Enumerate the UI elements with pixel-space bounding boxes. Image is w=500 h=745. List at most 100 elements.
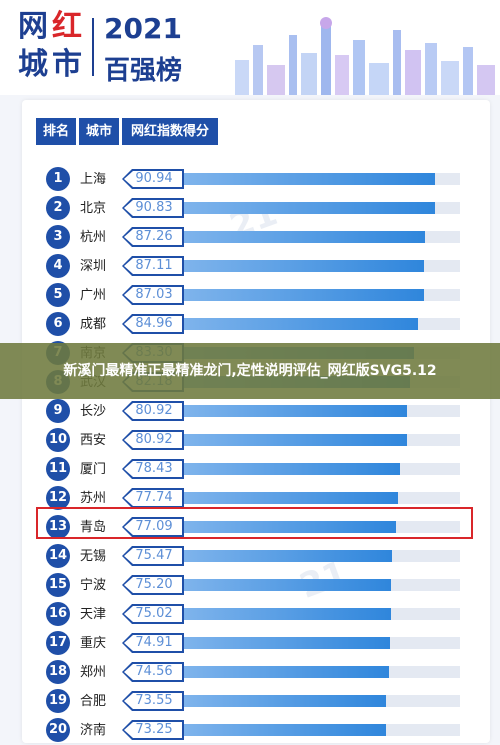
score-tag-inner (124, 722, 182, 738)
score-tag-inner (124, 200, 182, 216)
score-tag-inner (124, 490, 182, 506)
score-bar (182, 463, 400, 475)
city-label: 上海 (80, 172, 107, 187)
table-row: 20 济南 73.25 (0, 716, 500, 745)
score-tag-inner (124, 461, 182, 477)
score-value-label: 87.03 (135, 287, 173, 302)
city-label: 深圳 (80, 259, 107, 274)
score-tag-inner (124, 229, 182, 245)
score-bar (182, 666, 389, 678)
rank-badge: 12 (46, 486, 70, 510)
score-bar (182, 608, 391, 620)
city-label: 无锡 (80, 549, 107, 564)
city-label: 杭州 (80, 230, 107, 245)
score-value-label: 75.47 (135, 548, 173, 563)
rank-badge: 15 (46, 573, 70, 597)
score-bar (182, 434, 407, 446)
city-label: 郑州 (80, 665, 107, 680)
score-tag-inner (124, 432, 182, 448)
score-value-label: 77.09 (135, 519, 173, 534)
score-tag-inner (124, 635, 182, 651)
header: 网 红 城 市 2021 百强榜 (0, 0, 500, 95)
overlay-banner: 新溪门最精准正最精准龙门,定性说明评估_网红版SVG5.12 (0, 343, 500, 399)
rank-badge: 3 (46, 225, 70, 249)
score-tag-inner (124, 258, 182, 274)
rank-badge: 20 (46, 718, 70, 742)
table-row: 19 合肥 73.55 (0, 687, 500, 716)
score-tag-inner (124, 171, 182, 187)
city-label: 成都 (80, 317, 107, 332)
score-value-label: 77.74 (135, 490, 173, 505)
rank-badge: 16 (46, 602, 70, 626)
table-row: 1 上海 90.94 (0, 165, 500, 194)
column-header-city: 城市 (79, 118, 119, 145)
score-bar (182, 695, 386, 707)
highlight-box (36, 507, 473, 539)
score-value-label: 90.94 (135, 171, 173, 186)
table-row: 10 西安 80.92 (0, 426, 500, 455)
city-label: 重庆 (80, 636, 107, 651)
city-label: 青岛 (80, 520, 107, 535)
city-label: 广州 (80, 288, 107, 303)
score-tag-inner (124, 693, 182, 709)
logo-char: 市 (52, 47, 82, 82)
city-label: 苏州 (80, 491, 107, 506)
score-bar (182, 550, 392, 562)
rank-badge: 5 (46, 283, 70, 307)
score-bar (182, 260, 424, 272)
city-label: 宁波 (80, 578, 107, 593)
header-subtitle: 百强榜 (104, 56, 183, 86)
score-bar (182, 231, 425, 243)
city-skyline-illustration (235, 17, 495, 95)
table-row: 5 广州 87.03 (0, 281, 500, 310)
rank-badge: 4 (46, 254, 70, 278)
table-row: 16 天津 75.02 (0, 600, 500, 629)
score-bar (182, 492, 398, 504)
score-tag-inner (124, 664, 182, 680)
table-row: 6 成都 84.96 (0, 310, 500, 339)
city-label: 济南 (80, 723, 107, 738)
score-bar (182, 405, 407, 417)
score-tag-inner (124, 316, 182, 332)
score-value-label: 90.83 (135, 200, 173, 215)
table-row: 13 青岛 77.09 (0, 513, 500, 542)
score-bar (182, 318, 418, 330)
city-label: 北京 (80, 201, 107, 216)
score-bar (182, 202, 435, 214)
score-value-label: 84.96 (135, 316, 173, 331)
score-value-label: 74.56 (135, 664, 173, 679)
table-row: 2 北京 90.83 (0, 194, 500, 223)
column-header-score: 网红指数得分 (122, 118, 218, 145)
city-label: 天津 (80, 607, 107, 622)
table-row: 18 郑州 74.56 (0, 658, 500, 687)
table-row: 4 深圳 87.11 (0, 252, 500, 281)
table-row: 17 重庆 74.91 (0, 629, 500, 658)
score-value-label: 78.43 (135, 461, 173, 476)
table-row: 12 苏州 77.74 (0, 484, 500, 513)
score-tag-inner (124, 577, 182, 593)
score-tag-inner (124, 403, 182, 419)
rank-badge: 18 (46, 660, 70, 684)
score-bar (182, 724, 386, 736)
score-tag-inner (124, 519, 182, 535)
header-divider (92, 18, 94, 76)
score-bar (182, 579, 391, 591)
score-bar (182, 173, 435, 185)
rank-badge: 6 (46, 312, 70, 336)
score-tag-inner (124, 548, 182, 564)
rank-badge: 14 (46, 544, 70, 568)
rank-badge: 2 (46, 196, 70, 220)
logo: 网 红 城 市 (18, 10, 88, 84)
city-label: 西安 (80, 433, 107, 448)
city-label: 合肥 (80, 694, 107, 709)
score-tag-inner (124, 606, 182, 622)
rank-badge: 19 (46, 689, 70, 713)
table-row: 15 宁波 75.20 (0, 571, 500, 600)
logo-char: 城 (18, 47, 48, 82)
table-row: 14 无锡 75.47 (0, 542, 500, 571)
rank-badge: 11 (46, 457, 70, 481)
city-label: 厦门 (80, 462, 107, 477)
score-value-label: 75.02 (135, 606, 173, 621)
city-label: 长沙 (80, 404, 107, 419)
score-tag-inner (124, 287, 182, 303)
